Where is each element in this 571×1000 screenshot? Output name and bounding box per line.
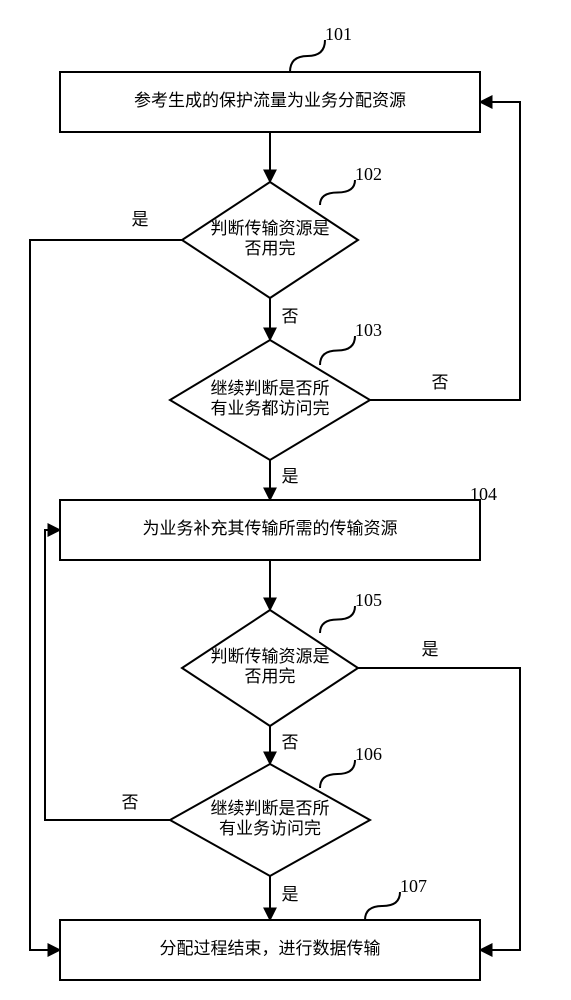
edge-label-4: 否 (282, 733, 299, 752)
node-text-n104-0: 为业务补充其传输所需的传输资源 (143, 519, 398, 538)
edge-6 (30, 240, 182, 950)
node-n105: 判断传输资源是否用完 105 (182, 590, 382, 726)
edge-7 (370, 102, 520, 400)
node-text-n107-0: 分配过程结束，进行数据传输 (160, 939, 381, 958)
edge-label-6: 是 (132, 210, 149, 229)
node-text-n103-0: 继续判断是否所 (211, 379, 330, 398)
tag-n101: 101 (325, 24, 352, 44)
node-n102: 判断传输资源是否用完 102 (182, 164, 382, 298)
node-text-n106-0: 继续判断是否所 (211, 799, 330, 818)
leader-5 (320, 760, 355, 788)
node-text-n105-0: 判断传输资源是 (211, 647, 330, 666)
edge-label-2: 是 (282, 467, 299, 486)
edge-9 (45, 530, 170, 820)
edge-label-9: 否 (122, 793, 139, 812)
leader-6 (365, 892, 400, 920)
node-text-n103-1: 有业务都访问完 (211, 399, 330, 418)
node-text-n106-1: 有业务访问完 (219, 819, 321, 838)
edge-label-7: 否 (432, 373, 449, 392)
node-text-n105-1: 否用完 (245, 667, 296, 686)
tag-n106: 106 (355, 744, 382, 764)
edge-label-1: 否 (282, 307, 299, 326)
node-n103: 继续判断是否所有业务都访问完 103 (170, 320, 382, 460)
tag-n102: 102 (355, 164, 382, 184)
node-n106: 继续判断是否所有业务访问完 106 (170, 744, 382, 876)
leader-4 (320, 606, 355, 633)
leader-2 (320, 336, 355, 365)
node-text-n101-0: 参考生成的保护流量为业务分配资源 (134, 91, 406, 110)
tag-n107: 107 (400, 876, 427, 896)
nodes-layer: 参考生成的保护流量为业务分配资源 101 判断传输资源是否用完 102 继续判断是否所有… (60, 24, 497, 980)
node-text-n102-0: 判断传输资源是 (211, 219, 330, 238)
leader-0 (290, 40, 325, 72)
node-n101: 参考生成的保护流量为业务分配资源 101 (60, 24, 480, 132)
node-n104: 为业务补充其传输所需的传输资源 104 (60, 484, 497, 560)
tag-n104: 104 (470, 484, 497, 504)
edge-label-8: 是 (422, 640, 439, 659)
leader-1 (320, 180, 355, 205)
tag-n103: 103 (355, 320, 382, 340)
edge-8 (358, 668, 520, 950)
tag-n105: 105 (355, 590, 382, 610)
node-text-n102-1: 否用完 (245, 239, 296, 258)
edge-label-5: 是 (282, 885, 299, 904)
